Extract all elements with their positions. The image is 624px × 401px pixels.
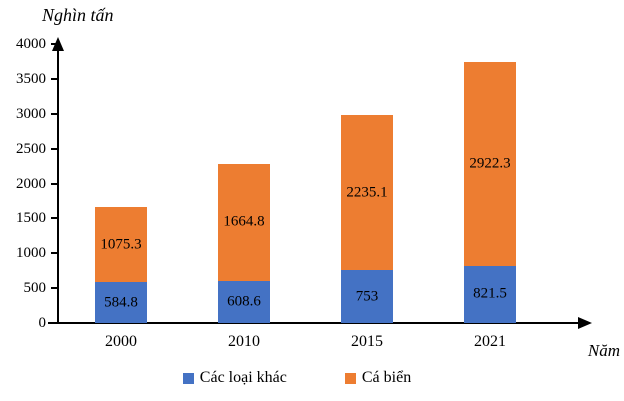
value-label: 1075.3 xyxy=(100,236,142,253)
y-tick-label: 1000 xyxy=(16,245,46,262)
y-tick-mark xyxy=(51,217,58,220)
y-tick-mark xyxy=(51,43,58,45)
y-tick-mark xyxy=(51,287,58,290)
y-tick-mark xyxy=(51,322,58,324)
value-label: 2235.1 xyxy=(346,184,388,201)
bar-segment-other-2010 xyxy=(218,280,270,323)
y-tick-label: 3500 xyxy=(16,70,46,87)
bar-segment-seafish-2015 xyxy=(341,114,393,271)
x-tick-label-2000: 2000 xyxy=(105,333,137,350)
y-tick-label: 2500 xyxy=(16,140,46,157)
value-label: 2922.3 xyxy=(469,155,511,172)
x-axis-line xyxy=(48,322,580,324)
x-axis-arrow-icon xyxy=(578,317,592,329)
value-label: 608.6 xyxy=(227,293,261,310)
x-tick-label-2010: 2010 xyxy=(228,333,260,350)
x-tick-label-2015: 2015 xyxy=(351,333,383,350)
y-axis-arrow-icon xyxy=(52,37,64,51)
value-label: 584.8 xyxy=(104,294,138,311)
y-tick-label: 500 xyxy=(23,280,47,297)
y-tick-label: 1500 xyxy=(16,210,46,227)
value-label: 1664.8 xyxy=(223,213,265,230)
legend-swatch-blue-icon xyxy=(182,372,194,384)
bar-segment-seafish-2010 xyxy=(218,164,270,281)
bar-segment-seafish-2000 xyxy=(95,207,147,283)
bar-segment-other-2015 xyxy=(341,270,393,323)
y-tick-label: 4000 xyxy=(16,36,46,52)
y-tick-mark xyxy=(51,77,58,80)
y-tick-label: 0 xyxy=(38,315,47,331)
legend-swatch-orange-icon xyxy=(344,372,356,384)
y-axis-title: Nghìn tấn xyxy=(42,5,114,25)
bar-segment-seafish-2021 xyxy=(464,61,516,266)
y-tick-label: 3000 xyxy=(16,105,46,122)
legend: Các loại khác Cá biển xyxy=(0,369,594,387)
y-axis-line xyxy=(57,44,59,324)
value-label: 821.5 xyxy=(473,285,507,302)
y-tick-mark xyxy=(51,112,58,115)
legend-label-cac-loai-khac: Các loại khác xyxy=(199,369,287,386)
legend-item-cac-loai-khac: Các loại khác xyxy=(182,369,287,387)
legend-item-ca-bien: Cá biển xyxy=(344,369,412,387)
y-tick-mark xyxy=(51,182,58,185)
bar-segment-other-2021 xyxy=(464,265,516,323)
legend-label-ca-bien: Cá biển xyxy=(361,369,412,386)
x-tick-label-2021: 2021 xyxy=(474,333,506,350)
y-tick-mark xyxy=(51,252,58,255)
y-tick-label: 2000 xyxy=(16,175,46,192)
value-label: 753 xyxy=(355,288,379,305)
y-tick-mark xyxy=(51,147,58,150)
bar-segment-other-2000 xyxy=(95,282,147,323)
x-axis-title: Năm xyxy=(587,341,620,360)
